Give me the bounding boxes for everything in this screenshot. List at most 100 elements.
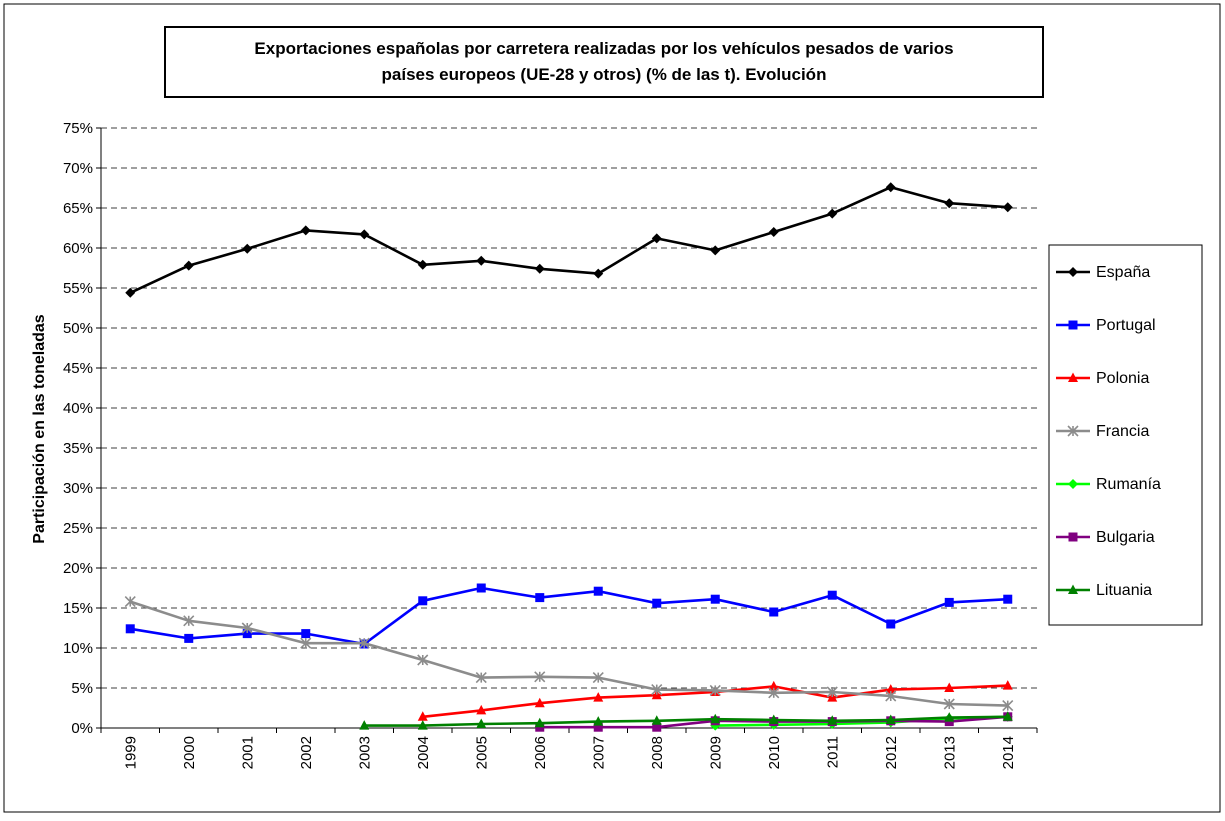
data-point	[534, 717, 545, 728]
y-tick-label: 60%	[63, 240, 93, 257]
data-point	[534, 671, 546, 683]
data-point	[476, 704, 487, 715]
data-point	[359, 720, 370, 730]
x-tick-label: 2009	[707, 736, 724, 769]
data-point	[1002, 202, 1013, 213]
legend-entry: Francia	[1056, 423, 1149, 440]
data-point	[417, 259, 428, 270]
data-point	[593, 692, 604, 702]
data-point	[768, 227, 779, 237]
y-tick-label: 25%	[63, 520, 93, 537]
x-tick-label: 2008	[649, 736, 666, 769]
y-tick-label: 55%	[63, 280, 93, 297]
data-point	[592, 672, 604, 684]
legend-entry: España	[1056, 264, 1150, 281]
legend-entry: Bulgaria	[1056, 529, 1155, 546]
data-point	[476, 583, 486, 593]
legend-label: España	[1096, 264, 1150, 281]
data-point	[827, 208, 838, 219]
series-line	[364, 715, 1008, 727]
data-point	[885, 690, 897, 702]
y-tick-label: 30%	[63, 480, 93, 497]
data-point	[768, 680, 779, 691]
data-point	[125, 624, 135, 634]
legend-label: Portugal	[1096, 317, 1156, 334]
data-point	[768, 714, 779, 724]
legend-entry: Lituania	[1056, 582, 1152, 599]
data-point	[651, 715, 662, 725]
data-point	[944, 682, 955, 692]
x-tick-label: 2007	[590, 736, 607, 769]
data-point	[827, 590, 837, 600]
legend-swatch-marker	[1068, 372, 1078, 382]
data-point	[769, 607, 779, 617]
x-tick-label: 2013	[941, 736, 958, 769]
y-tick-label: 5%	[71, 680, 93, 697]
x-tick-label: 2002	[298, 736, 315, 769]
legend-entry: Polonia	[1056, 370, 1149, 387]
legend-label: Bulgaria	[1096, 529, 1155, 546]
data-point	[593, 722, 603, 732]
data-point	[125, 287, 136, 298]
legend-swatch-marker	[1068, 479, 1078, 489]
data-point	[652, 598, 662, 608]
data-point	[535, 593, 545, 603]
y-tick-label: 75%	[63, 120, 93, 137]
data-point	[944, 597, 954, 607]
data-point	[1003, 594, 1013, 604]
y-tick-label: 0%	[71, 720, 93, 737]
data-point	[358, 637, 370, 649]
legend-swatch-marker	[1068, 584, 1078, 594]
data-point	[593, 268, 604, 279]
legend-label: Polonia	[1096, 370, 1149, 387]
y-tick-label: 45%	[63, 360, 93, 377]
y-tick-label: 35%	[63, 440, 93, 457]
x-tick-label: 2012	[883, 736, 900, 769]
data-point	[885, 714, 896, 724]
x-tick-label: 2005	[473, 736, 490, 769]
x-tick-label: 2010	[766, 736, 783, 769]
data-point	[242, 243, 253, 254]
data-point	[241, 622, 253, 634]
y-tick-label: 10%	[63, 640, 93, 657]
data-point	[475, 672, 487, 684]
x-tick-label: 2003	[356, 736, 373, 769]
data-point	[652, 722, 662, 732]
chart-title-line2: países europeos (UE-28 y otros) (% de la…	[382, 65, 827, 84]
data-point	[944, 712, 955, 722]
y-axis-label: Participación en las toneladas	[31, 314, 48, 544]
data-point	[1002, 700, 1014, 712]
data-point	[300, 637, 312, 649]
data-point	[1002, 711, 1013, 721]
legend-swatch-marker	[1067, 425, 1079, 437]
y-tick-label: 65%	[63, 200, 93, 217]
legend-entry: Portugal	[1056, 317, 1156, 334]
series-group	[124, 182, 1014, 732]
data-point	[710, 245, 721, 256]
x-tick-label: 2014	[1000, 736, 1017, 769]
series-lituania	[359, 711, 1013, 730]
data-point	[593, 716, 604, 726]
y-tick-label: 70%	[63, 160, 93, 177]
data-point	[300, 225, 311, 236]
data-point	[593, 586, 603, 596]
x-tick-label: 1999	[122, 736, 139, 769]
series-line	[129, 600, 1008, 707]
series-francia	[124, 596, 1014, 712]
data-point	[1002, 680, 1013, 690]
data-point	[651, 684, 663, 696]
data-point	[710, 594, 720, 604]
data-point	[534, 697, 545, 708]
legend-swatch-marker	[1068, 532, 1078, 542]
x-tick-label: 2004	[415, 736, 432, 769]
data-point	[709, 684, 721, 696]
y-tick-labels: 0% 5% 10% 15% 20% 25% 30% 35% 40% 45% 50% 55% 60% 65%…	[63, 120, 101, 737]
legend-label: Francia	[1096, 423, 1149, 440]
y-tick-label: 20%	[63, 560, 93, 577]
data-point	[651, 233, 662, 244]
data-point	[534, 263, 545, 274]
legend-label: Rumanía	[1096, 476, 1161, 493]
data-point	[826, 686, 838, 698]
